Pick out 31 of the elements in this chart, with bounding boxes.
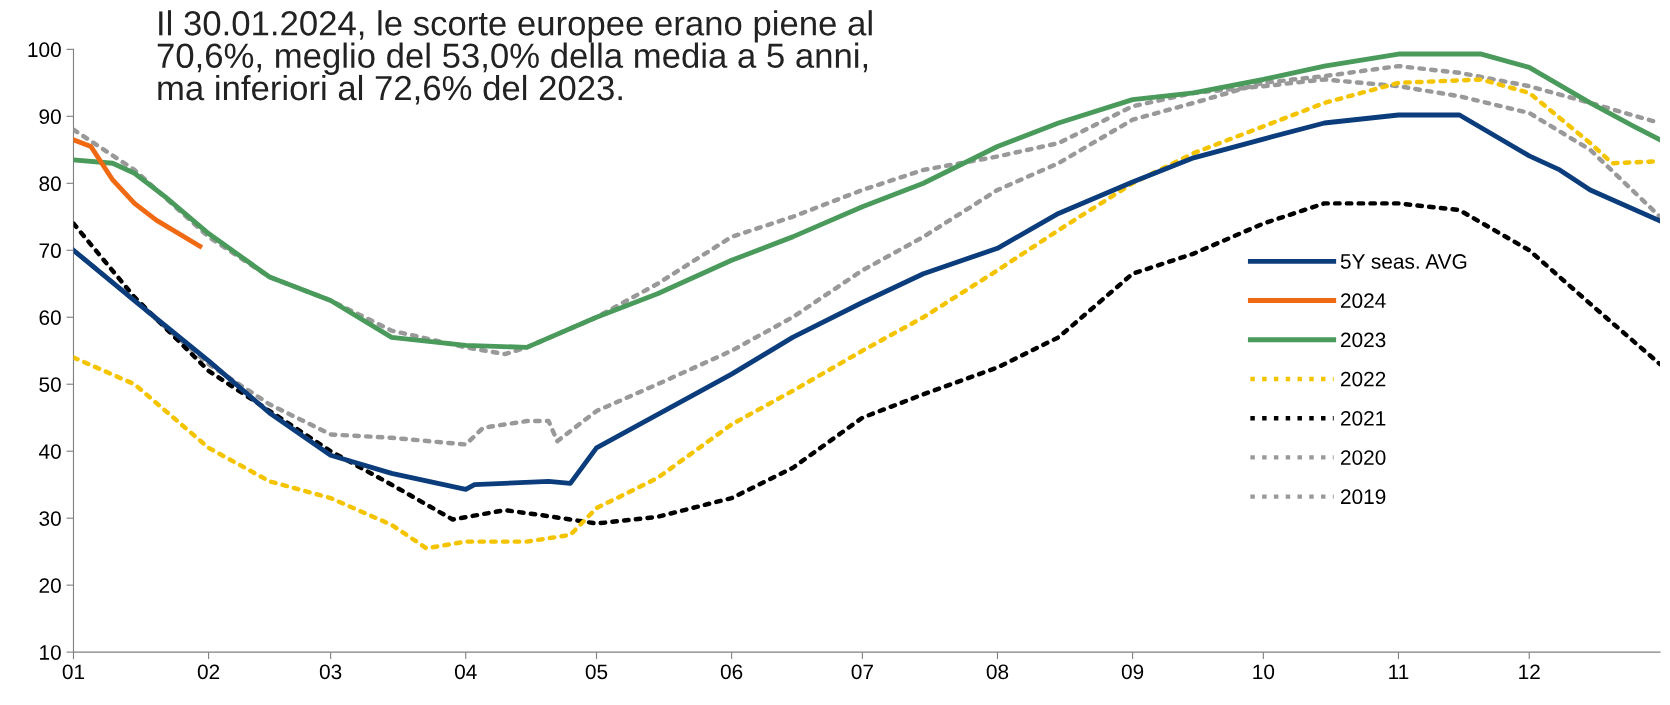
x-tick-label: 09 [1121,664,1144,680]
legend-label: 2024 [1341,293,1386,309]
y-tick-label: 40 [38,444,61,459]
y-tick-label: 60 [39,310,61,325]
x-tick-label: 06 [720,664,743,680]
legend-label: 2020 [1341,450,1386,465]
x-tick-label: 04 [454,664,477,680]
y-tick-label: 90 [39,109,61,125]
y-tick-label: 10 [40,645,61,660]
legend-label: 2019 [1341,489,1386,505]
x-tick-label: 08 [986,664,1009,680]
x-tick-label: 02 [197,664,220,680]
x-tick-label: 11 [1389,664,1409,680]
line-series [73,137,203,249]
y-tick-label: 70 [39,243,61,259]
y-tick-label: 50 [39,377,61,392]
y-tick-label: 20 [39,578,61,593]
x-tick-label: 05 [585,664,608,680]
y-tick-label: 100 [28,42,61,58]
x-tick-label: 07 [851,664,873,680]
x-tick-label: 10 [1253,664,1275,680]
chart-title: Il 30.01.2024, le scorte europee erano piene al 70,6%, meglio del 53,0% della media a 5 anni, ma inferiori al 72,6% del 2023. [157,10,872,105]
x-tick-label: 12 [1519,664,1540,680]
legend-label: 5Y seas. AVG [1340,254,1467,269]
legend-label: 2022 [1341,371,1386,387]
legend-label: 2021 [1341,410,1386,426]
x-tick-label: 03 [319,664,342,680]
legend-label: 2023 [1341,332,1386,348]
y-tick-label: 80 [39,176,61,192]
y-tick-label: 30 [39,511,61,526]
x-tick-label: 01 [62,664,85,680]
